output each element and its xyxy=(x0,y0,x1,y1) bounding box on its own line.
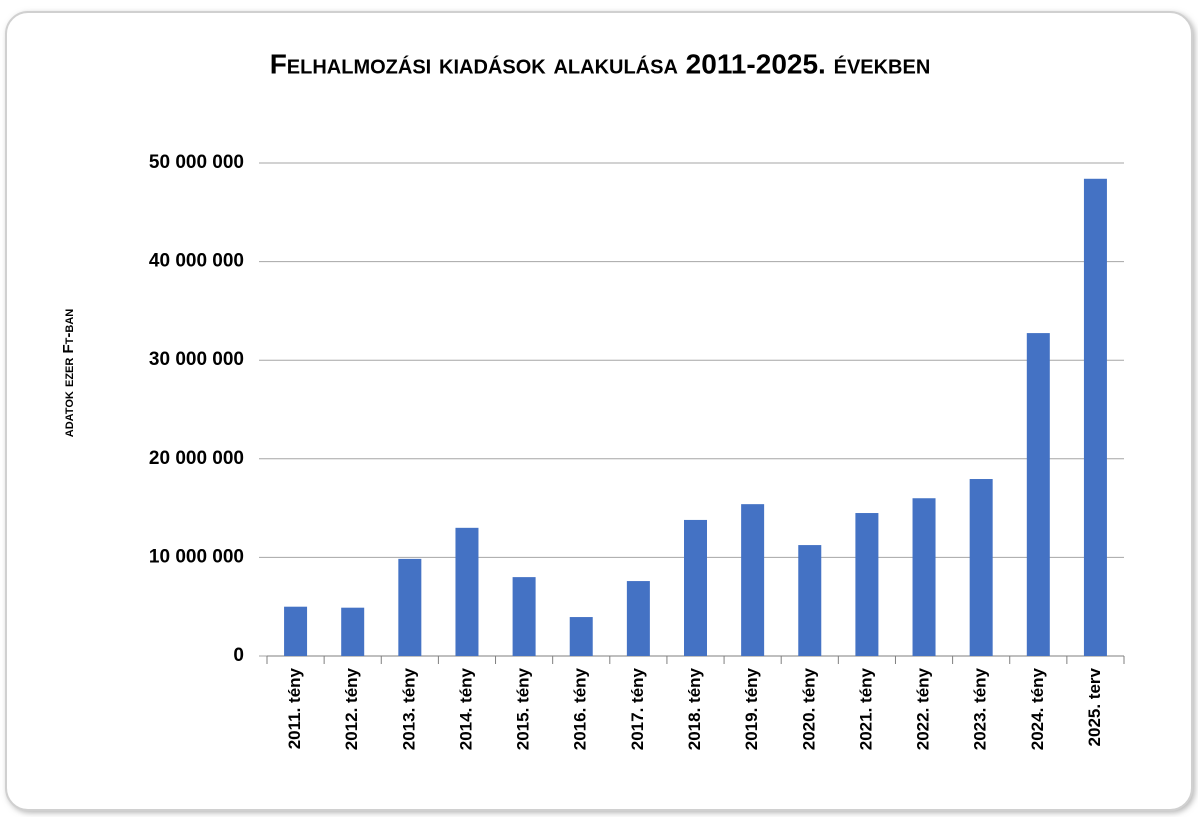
x-tick-label: 2020. tény xyxy=(799,667,818,750)
x-tick-label: 2013. tény xyxy=(399,667,418,750)
chart-title: Felhalmozási kiadások alakulása 2011-202… xyxy=(270,48,931,79)
y-tick-label: 40 000 000 xyxy=(149,251,244,272)
x-tick-label: 2023. tény xyxy=(971,667,990,750)
y-tick-label: 0 xyxy=(233,645,244,666)
x-tick-label: 2011. tény xyxy=(285,667,304,749)
x-tick-label: 2017. tény xyxy=(628,667,647,750)
bar xyxy=(569,617,593,656)
bar xyxy=(398,558,422,656)
bar xyxy=(855,513,879,656)
y-tick-label: 30 000 000 xyxy=(149,349,244,370)
x-tick-label: 2022. tény xyxy=(914,667,933,750)
bar xyxy=(684,519,707,656)
bar xyxy=(912,498,936,656)
bar xyxy=(626,581,650,656)
x-tick-label: 2016. tény xyxy=(571,667,590,750)
x-tick-label: 2019. tény xyxy=(742,667,761,750)
bar xyxy=(798,545,822,656)
bar xyxy=(455,527,479,656)
bar xyxy=(512,577,536,656)
x-tick-label: 2012. tény xyxy=(342,667,361,750)
card xyxy=(5,11,1193,811)
bar xyxy=(1083,178,1107,656)
x-tick-label: 2018. tény xyxy=(685,667,704,750)
y-tick-label: 50 000 000 xyxy=(149,152,244,173)
bar xyxy=(284,606,308,656)
y-tick-label: 20 000 000 xyxy=(149,448,244,469)
y-axis-label: adatok ezer Ft-ban xyxy=(60,309,77,437)
bar xyxy=(341,607,365,656)
bar xyxy=(1026,333,1050,656)
x-tick-label: 2024. tény xyxy=(1028,667,1047,750)
x-tick-label: 2014. tény xyxy=(456,667,475,750)
bar xyxy=(969,479,993,656)
bar xyxy=(741,504,765,656)
x-tick-label: 2025. terv xyxy=(1085,667,1104,746)
y-tick-label: 10 000 000 xyxy=(149,546,244,567)
x-tick-label: 2015. tény xyxy=(514,667,533,750)
x-tick-label: 2021. tény xyxy=(856,667,875,750)
